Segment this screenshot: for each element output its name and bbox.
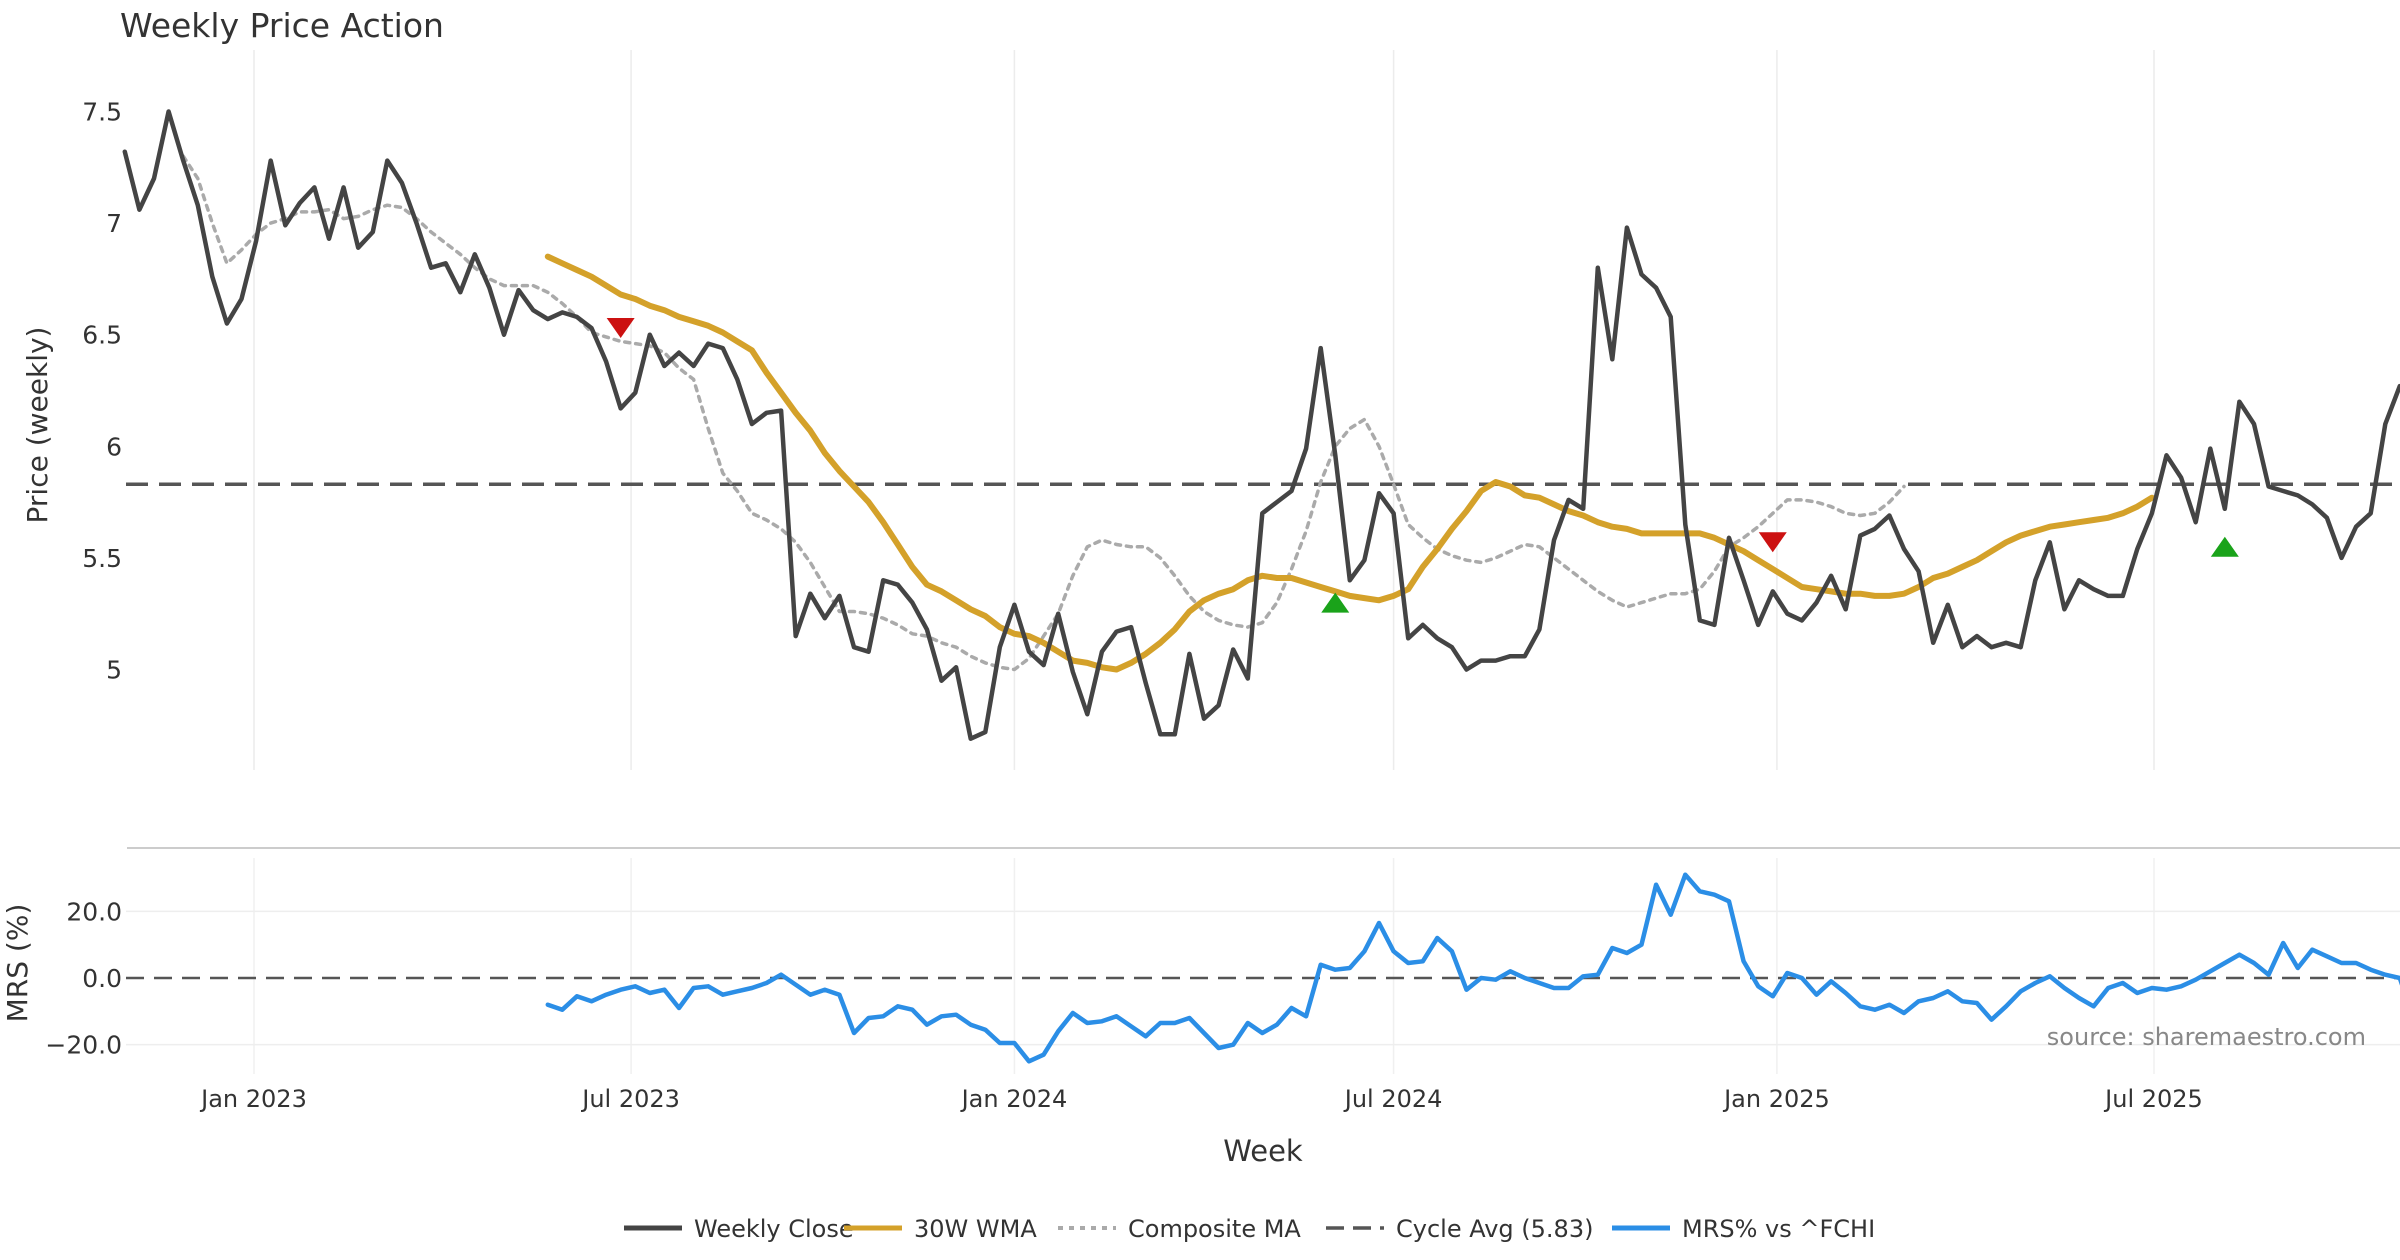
mrs-panel: −20.0 0.0 20.0 MRS (%) source: sharemaestr…: [1, 858, 2400, 1074]
composite-ma-line: [181, 154, 1906, 672]
price-y-tick-label: 5.5: [82, 544, 122, 573]
price-y-tick-label: 6.5: [82, 321, 122, 350]
buy-signal-marker: [1321, 592, 1350, 613]
legend-label: MRS% vs ^FCHI: [1682, 1215, 1875, 1243]
chart-title: Weekly Price Action: [120, 6, 444, 45]
x-axis-label: Week: [1223, 1134, 1303, 1168]
30w-wma-line: [544, 253, 2155, 673]
legend-label: Weekly Close: [694, 1215, 854, 1243]
price-y-tick-label: 5: [106, 656, 122, 685]
price-series-group: [122, 109, 2400, 741]
legend-label: Composite MA: [1128, 1215, 1301, 1243]
price-y-axis-label: Price (weekly): [21, 327, 54, 524]
legend-label: Cycle Avg (5.83): [1396, 1215, 1593, 1243]
mrs-y-tick-label: −20.0: [45, 1031, 122, 1060]
mrs-series-group: [545, 872, 2400, 1064]
price-y-tick-labels: 5 5.5 6 6.5 7 7.5: [82, 97, 122, 684]
x-tick-label: Jan 2023: [199, 1085, 307, 1113]
legend-label: 30W WMA: [914, 1215, 1037, 1243]
mrs-vs-fchi-line: [545, 872, 2400, 1064]
x-tick-label: Jul 2023: [580, 1085, 680, 1113]
mrs-y-axis-label: MRS (%): [1, 904, 34, 1023]
x-tick-label: Jul 2025: [2103, 1085, 2203, 1113]
sell-signal-marker: [606, 318, 635, 339]
weekly-close-line: [122, 109, 2400, 741]
sell-signal-marker: [1758, 532, 1787, 553]
x-tick-labels: Jan 2023 Jul 2023 Jan 2024 Jul 2024 Jan 2025…: [199, 1085, 2203, 1113]
x-tick-label: Jan 2024: [960, 1085, 1068, 1113]
price-y-tick-label: 7.5: [82, 97, 122, 126]
price-panel: 5 5.5 6 6.5 7 7.5 Price (weekly): [21, 50, 2400, 770]
mrs-y-tick-labels: −20.0 0.0 20.0: [45, 897, 122, 1059]
price-gridlines: [253, 50, 2155, 770]
mrs-y-tick-label: 20.0: [66, 897, 122, 926]
legend: Weekly Close 30W WMA Composite MA Cycle Avg…: [624, 1215, 1875, 1243]
x-tick-label: Jul 2024: [1343, 1085, 1443, 1113]
mrs-y-tick-label: 0.0: [82, 964, 122, 993]
x-tick-label: Jan 2025: [1722, 1085, 1830, 1113]
price-y-tick-label: 6: [106, 432, 122, 461]
signal-markers: [606, 318, 2239, 613]
buy-signal-marker: [2210, 536, 2239, 557]
mrs-gridlines: [126, 858, 2400, 1074]
price-y-tick-label: 7: [106, 209, 122, 238]
source-credit: source: sharemaestro.com: [2047, 1023, 2366, 1051]
